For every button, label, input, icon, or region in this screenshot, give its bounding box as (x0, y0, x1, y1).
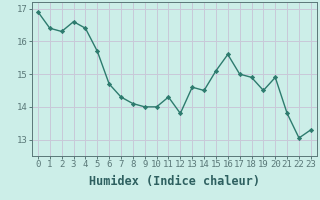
X-axis label: Humidex (Indice chaleur): Humidex (Indice chaleur) (89, 175, 260, 188)
